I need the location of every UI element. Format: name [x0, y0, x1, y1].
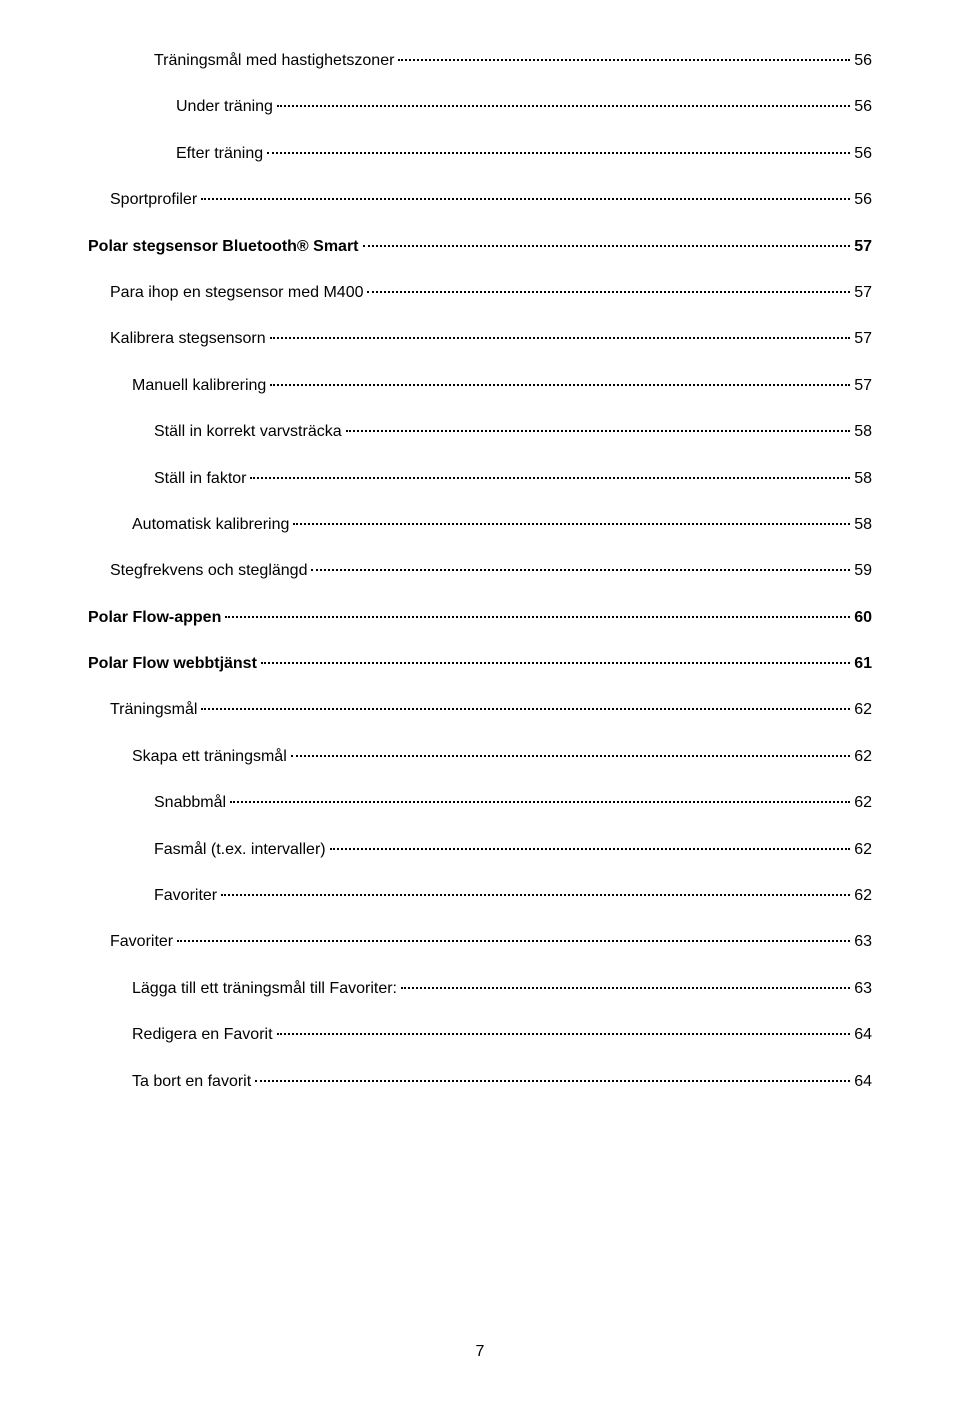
toc-entry-page: 57: [854, 282, 872, 304]
toc-entry-page: 62: [854, 839, 872, 861]
toc-entry-page: 62: [854, 792, 872, 814]
toc-dots: [346, 430, 851, 432]
toc-entry-label: Favoriter: [110, 931, 173, 953]
table-of-contents: Träningsmål med hastighetszoner56Under t…: [88, 50, 872, 1093]
toc-dots: [201, 708, 850, 710]
toc-entry-label: Ta bort en favorit: [132, 1071, 251, 1093]
toc-entry: Polar Flow-appen 60: [88, 607, 872, 629]
toc-entry-page: 57: [854, 328, 872, 350]
toc-entry: Polar Flow webbtjänst 61: [88, 653, 872, 675]
toc-dots: [255, 1080, 850, 1082]
toc-entry: Stegfrekvens och steglängd 59: [88, 560, 872, 582]
toc-entry-page: 63: [854, 931, 872, 953]
toc-entry-label: Favoriter: [154, 885, 217, 907]
toc-entry-label: Träningsmål med hastighetszoner: [154, 50, 394, 72]
toc-entry-page: 64: [854, 1024, 872, 1046]
toc-entry-page: 60: [854, 607, 872, 629]
toc-entry: Manuell kalibrering 57: [88, 375, 872, 397]
toc-entry: Redigera en Favorit 64: [88, 1024, 872, 1046]
toc-entry-label: Kalibrera stegsensorn: [110, 328, 266, 350]
toc-entry-label: Efter träning: [176, 143, 263, 165]
toc-entry-page: 57: [854, 236, 872, 258]
toc-dots: [225, 616, 850, 618]
toc-dots: [291, 755, 850, 757]
toc-entry: Para ihop en stegsensor med M400 57: [88, 282, 872, 304]
toc-entry-page: 57: [854, 375, 872, 397]
toc-dots: [267, 152, 850, 154]
toc-dots: [177, 940, 850, 942]
toc-entry-page: 58: [854, 421, 872, 443]
toc-entry-label: Polar stegsensor Bluetooth® Smart: [88, 236, 359, 258]
toc-entry-label: Träningsmål: [110, 699, 197, 721]
toc-dots: [221, 894, 850, 896]
toc-dots: [201, 198, 850, 200]
toc-entry-label: Ställ in korrekt varvsträcka: [154, 421, 342, 443]
toc-entry: Lägga till ett träningsmål till Favorite…: [88, 978, 872, 1000]
toc-entry: Sportprofiler 56: [88, 189, 872, 211]
toc-dots: [293, 523, 850, 525]
toc-entry-page: 58: [854, 514, 872, 536]
toc-entry-label: Redigera en Favorit: [132, 1024, 273, 1046]
toc-entry-page: 56: [854, 189, 872, 211]
toc-entry-page: 56: [854, 50, 872, 72]
toc-entry-page: 56: [854, 143, 872, 165]
toc-dots: [398, 59, 850, 61]
toc-entry: Efter träning 56: [88, 143, 872, 165]
toc-entry-label: Under träning: [176, 96, 273, 118]
toc-entry-page: 63: [854, 978, 872, 1000]
toc-entry-page: 62: [854, 885, 872, 907]
toc-entry: Träningsmål 62: [88, 699, 872, 721]
toc-entry: Kalibrera stegsensorn 57: [88, 328, 872, 350]
toc-dots: [367, 291, 850, 293]
toc-dots: [401, 987, 850, 989]
toc-dots: [277, 105, 850, 107]
toc-entry-page: 59: [854, 560, 872, 582]
toc-entry: Ta bort en favorit 64: [88, 1071, 872, 1093]
toc-entry-page: 61: [854, 653, 872, 675]
toc-entry-label: Para ihop en stegsensor med M400: [110, 282, 363, 304]
toc-dots: [277, 1033, 851, 1035]
toc-entry-label: Stegfrekvens och steglängd: [110, 560, 307, 582]
toc-entry-label: Polar Flow-appen: [88, 607, 221, 629]
toc-entry: Träningsmål med hastighetszoner 56: [88, 50, 872, 72]
toc-entry-page: 62: [854, 699, 872, 721]
toc-entry-label: Fasmål (t.ex. intervaller): [154, 839, 326, 861]
toc-entry: Under träning 56: [88, 96, 872, 118]
toc-entry: Ställ in faktor 58: [88, 468, 872, 490]
toc-entry: Ställ in korrekt varvsträcka 58: [88, 421, 872, 443]
toc-dots: [311, 569, 850, 571]
toc-entry-label: Lägga till ett träningsmål till Favorite…: [132, 978, 397, 1000]
toc-dots: [330, 848, 851, 850]
toc-entry-label: Manuell kalibrering: [132, 375, 266, 397]
toc-entry-label: Ställ in faktor: [154, 468, 246, 490]
toc-dots: [250, 477, 850, 479]
toc-entry: Polar stegsensor Bluetooth® Smart 57: [88, 236, 872, 258]
toc-entry-page: 58: [854, 468, 872, 490]
toc-entry: Favoriter 62: [88, 885, 872, 907]
toc-entry: Snabbmål 62: [88, 792, 872, 814]
toc-entry-label: Skapa ett träningsmål: [132, 746, 287, 768]
toc-dots: [261, 662, 850, 664]
toc-entry-label: Polar Flow webbtjänst: [88, 653, 257, 675]
toc-dots: [270, 384, 850, 386]
toc-entry: Automatisk kalibrering 58: [88, 514, 872, 536]
toc-entry-page: 56: [854, 96, 872, 118]
page-number: 7: [0, 1343, 960, 1361]
toc-dots: [230, 801, 850, 803]
toc-dots: [270, 337, 851, 339]
page-content: Träningsmål med hastighetszoner56Under t…: [0, 0, 960, 1093]
toc-entry-page: 62: [854, 746, 872, 768]
toc-dots: [363, 245, 851, 247]
toc-entry: Fasmål (t.ex. intervaller) 62: [88, 839, 872, 861]
toc-entry-label: Sportprofiler: [110, 189, 197, 211]
toc-entry: Skapa ett träningsmål 62: [88, 746, 872, 768]
toc-entry-page: 64: [854, 1071, 872, 1093]
toc-entry: Favoriter 63: [88, 931, 872, 953]
toc-entry-label: Snabbmål: [154, 792, 226, 814]
toc-entry-label: Automatisk kalibrering: [132, 514, 289, 536]
